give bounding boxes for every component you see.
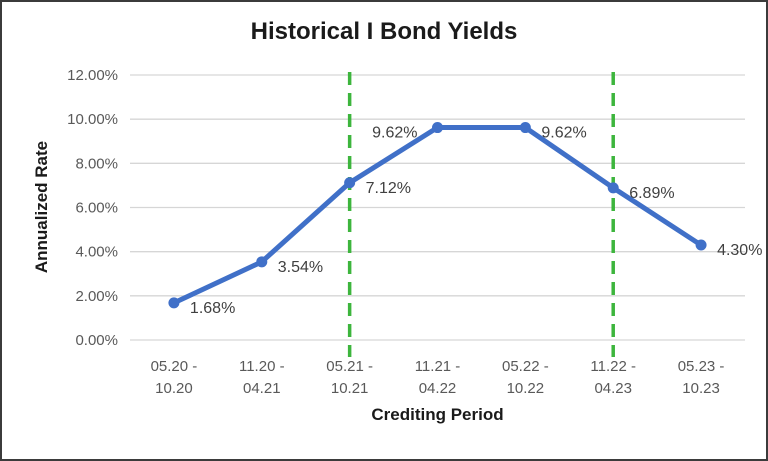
y-tick-label: 2.00% (75, 288, 118, 305)
data-point-label: 3.54% (278, 259, 323, 276)
x-tick-label: 10.22 (507, 380, 545, 397)
data-point-label: 1.68% (190, 300, 235, 317)
chart-title: Historical I Bond Yields (250, 18, 518, 45)
x-tick-label: 04.23 (594, 380, 632, 397)
x-axis-title: Crediting Period (371, 405, 504, 424)
data-point-label: 6.89% (629, 185, 674, 202)
y-tick-label: 10.00% (67, 111, 118, 128)
x-tick-label: 11.21 - (415, 358, 461, 375)
x-tick-label: 05.20 - (151, 358, 198, 375)
data-point-marker (607, 182, 619, 194)
y-tick-label: 6.00% (75, 200, 118, 217)
data-point-marker (168, 297, 180, 309)
data-point-marker (695, 239, 707, 251)
x-tick-label: 10.23 (682, 380, 720, 397)
series-line (171, 125, 704, 306)
x-tick-label: 05.23 - (678, 358, 725, 375)
y-tick-label: 4.00% (75, 244, 118, 261)
y-tick-label: 8.00% (75, 155, 118, 172)
data-point-marker (344, 177, 356, 189)
y-axis-title: Annualized Rate (32, 140, 51, 274)
x-tick-label: 10.20 (155, 380, 193, 397)
x-tick-label: 11.22 - (590, 358, 636, 375)
x-tick-label: 04.22 (419, 380, 457, 397)
x-tick-label: 05.22 - (502, 358, 549, 375)
data-point-marker (519, 122, 531, 134)
y-tick-label: 12.00% (67, 67, 118, 84)
x-tick-label: 04.21 (243, 380, 281, 397)
data-point-label: 4.30% (717, 242, 762, 259)
data-point-label: 9.62% (541, 125, 586, 142)
y-tick-label: 0.00% (75, 332, 118, 349)
x-tick-label: 05.21 - (326, 358, 373, 375)
x-tick-label: 11.20 - (239, 358, 285, 375)
x-tick-label: 10.21 (331, 380, 369, 397)
data-point-label: 9.62% (372, 125, 417, 142)
data-point-marker (432, 122, 443, 134)
data-point-marker (256, 256, 268, 268)
data-point-label: 7.12% (366, 180, 411, 197)
